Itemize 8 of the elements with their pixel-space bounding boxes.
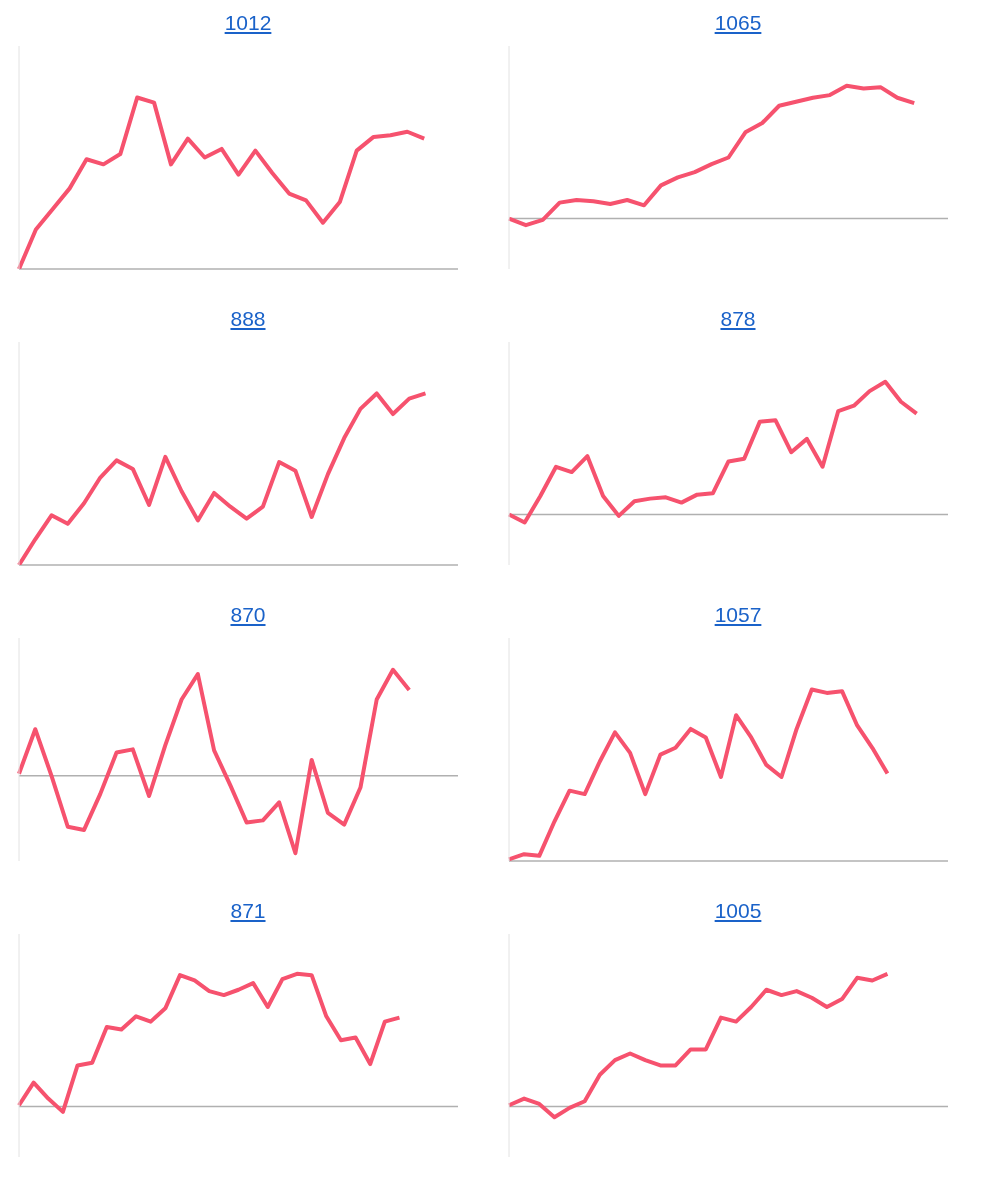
chart-title: 871 [229,898,267,924]
chart-title: 1057 [713,602,763,628]
chart-title: 1012 [223,10,273,36]
chart-title: 1005 [713,898,763,924]
chart-title: 1065 [713,10,763,36]
chart-title: 888 [229,306,267,332]
chart-title: 870 [229,602,267,628]
chart-title: 878 [719,306,757,332]
